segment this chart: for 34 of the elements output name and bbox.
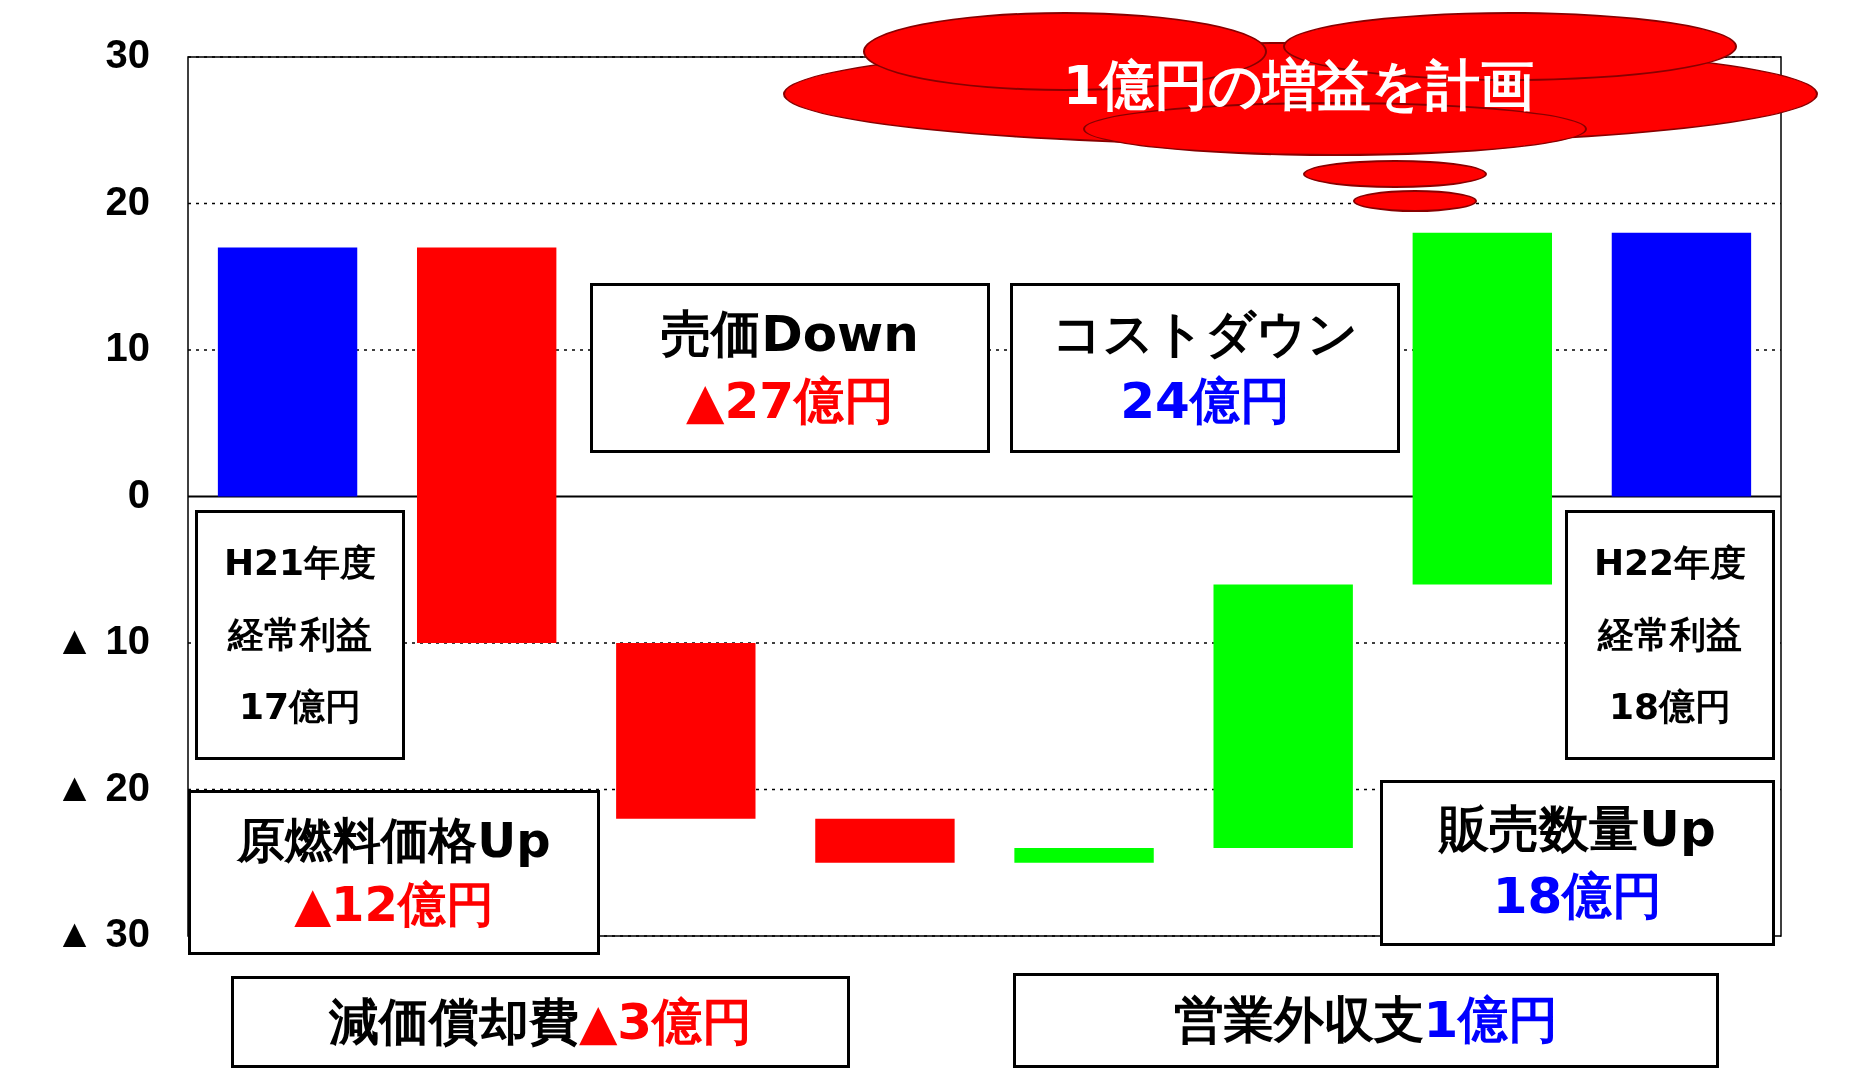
bar xyxy=(815,818,955,863)
y-tick-label: ▲ 20 xyxy=(54,764,150,809)
annotation: H22年度 xyxy=(1593,541,1747,585)
annotation: 17億円 xyxy=(238,685,362,729)
y-tick-label: ▲ 10 xyxy=(54,618,150,663)
y-tick-label: 30 xyxy=(105,32,150,77)
y-tick-label: 10 xyxy=(105,325,150,370)
annotation: 18億円 xyxy=(1608,685,1732,729)
text: ▲3億円 xyxy=(578,991,753,1053)
annotation: 原燃料価格Up xyxy=(237,810,551,870)
bar xyxy=(1412,232,1553,585)
y-tick-label: 20 xyxy=(105,178,150,223)
text: 減価償却費 xyxy=(328,991,579,1053)
annotation: 販売数量Up xyxy=(1439,799,1716,860)
y-tick-label: ▲ 30 xyxy=(54,911,150,956)
text: 1億円 xyxy=(1423,990,1559,1051)
annotation: 18億円 xyxy=(1492,866,1663,927)
bar xyxy=(616,643,756,819)
y-tick-label: 0 xyxy=(127,471,150,516)
bar xyxy=(1611,232,1752,497)
annotation: 売価Down xyxy=(661,304,919,365)
bar xyxy=(1014,848,1154,863)
annotation: 1億円の増益を計画 xyxy=(1061,53,1536,119)
annotation: ▲12億円 xyxy=(294,874,494,934)
annotation: 24億円 xyxy=(1120,371,1290,432)
bar xyxy=(416,247,557,643)
annotation: 経常利益 xyxy=(228,613,372,657)
bar xyxy=(217,247,358,497)
bar xyxy=(1213,584,1353,849)
annotation: H21年度 xyxy=(223,541,377,585)
text: 営業外収支 xyxy=(1173,990,1424,1051)
annotation: コストダウン xyxy=(1052,304,1358,365)
annotation: ▲27億円 xyxy=(685,371,895,432)
annotation: 経常利益 xyxy=(1598,613,1742,657)
